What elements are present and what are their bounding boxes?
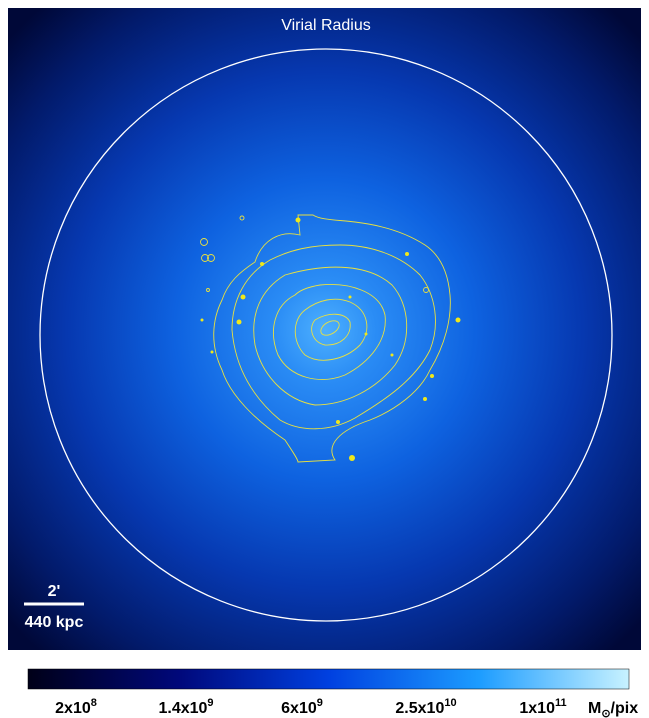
unit-base: M bbox=[588, 700, 601, 717]
tick-base: 1.4x10 bbox=[158, 700, 207, 717]
tick-base: 6x10 bbox=[281, 700, 317, 717]
figure: Virial Radius 2' 440 kpc 2x108 1.4x109 6… bbox=[0, 0, 649, 718]
tick-base: 2.5x10 bbox=[395, 700, 444, 717]
tick-base: 1x10 bbox=[519, 700, 555, 717]
unit-sub: ⊙ bbox=[601, 708, 610, 718]
colorbar-unit: M⊙/pix bbox=[588, 700, 638, 718]
tick-label: 2.5x1010 bbox=[395, 697, 456, 717]
tick-exp: 8 bbox=[91, 697, 97, 709]
colorbar bbox=[28, 669, 629, 689]
tick-exp: 11 bbox=[555, 697, 567, 709]
mass-map bbox=[8, 8, 641, 650]
tick-base: 2x10 bbox=[55, 700, 91, 717]
colorbar-ticks: 2x108 1.4x109 6x109 2.5x1010 1x1011 M⊙/p… bbox=[55, 697, 638, 718]
tick-label: 1x1011 bbox=[519, 697, 566, 717]
tick-label: 6x109 bbox=[281, 697, 323, 717]
tick-exp: 9 bbox=[317, 697, 323, 709]
tick-label: 2x108 bbox=[55, 697, 97, 717]
circle-label: Virial Radius bbox=[281, 17, 371, 34]
tick-exp: 9 bbox=[207, 697, 213, 709]
tick-exp: 10 bbox=[444, 697, 456, 709]
tick-label: 1.4x109 bbox=[158, 697, 213, 717]
unit-rest: /pix bbox=[611, 700, 639, 717]
scale-angle: 2' bbox=[48, 583, 61, 600]
scale-distance: 440 kpc bbox=[25, 614, 84, 631]
